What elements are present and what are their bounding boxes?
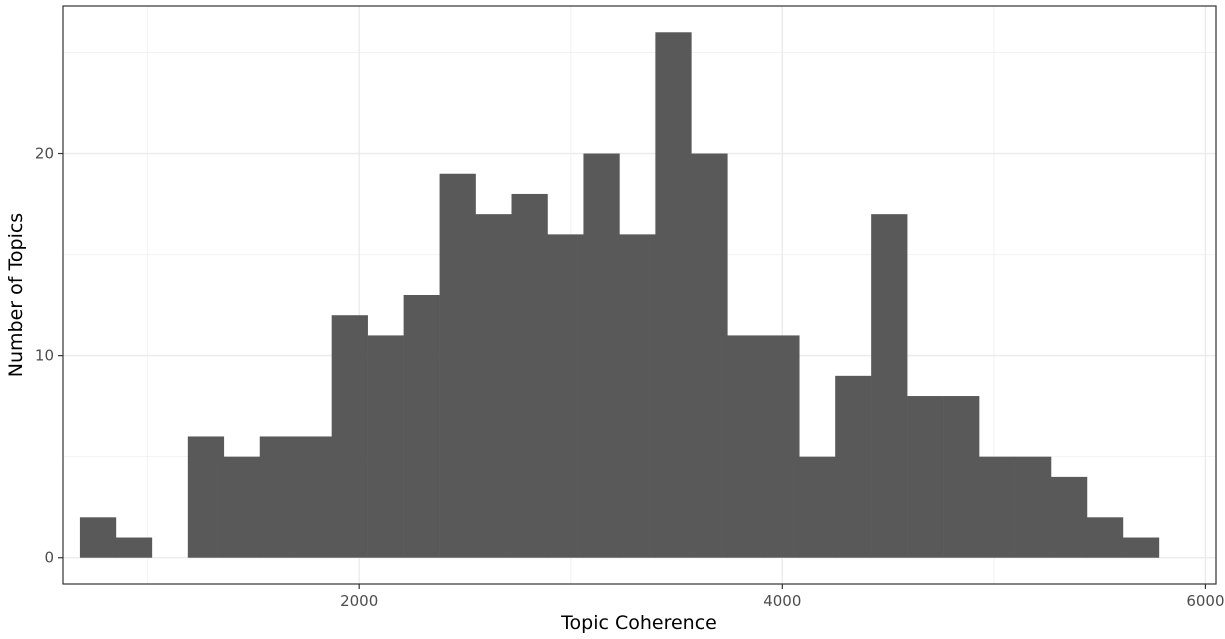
histogram-bar bbox=[871, 214, 908, 558]
histogram-bar bbox=[547, 234, 584, 558]
histogram-bar bbox=[979, 456, 1016, 558]
histogram-bar bbox=[799, 456, 836, 558]
histogram-bar bbox=[331, 315, 368, 558]
x-tick-label: 2000 bbox=[340, 592, 378, 610]
histogram-bar bbox=[619, 234, 656, 558]
histogram-bar bbox=[187, 436, 225, 558]
x-tick-label: 6000 bbox=[1186, 592, 1224, 610]
histogram-bar bbox=[403, 295, 440, 558]
histogram-bar bbox=[907, 396, 944, 558]
histogram-bar bbox=[1015, 456, 1052, 558]
histogram-bar bbox=[79, 517, 117, 558]
histogram-bar bbox=[835, 375, 872, 558]
histogram-bar bbox=[511, 193, 548, 558]
histogram-bar bbox=[367, 335, 404, 558]
histogram-bar bbox=[295, 436, 332, 558]
x-axis-ticks: 2000 4000 6000 bbox=[340, 584, 1225, 610]
histogram-bar bbox=[1050, 476, 1088, 558]
histogram-bar bbox=[1086, 517, 1124, 558]
panel-border bbox=[62, 5, 1217, 585]
histogram-bar bbox=[691, 153, 728, 558]
histogram-bar bbox=[115, 537, 153, 558]
histogram-bar bbox=[259, 436, 297, 558]
x-tick-label: 4000 bbox=[763, 592, 801, 610]
histogram-bar bbox=[655, 32, 692, 558]
y-tick-label: 0 bbox=[44, 549, 54, 567]
x-axis-title: Topic Coherence bbox=[560, 612, 717, 634]
histogram-bar bbox=[439, 173, 476, 558]
y-axis-title: Number of Topics bbox=[5, 213, 27, 377]
histogram-bar bbox=[727, 335, 764, 558]
histogram-bar bbox=[583, 153, 620, 558]
y-axis-ticks: 0 10 20 bbox=[35, 145, 63, 567]
histogram-bars bbox=[79, 32, 1160, 558]
y-tick-label: 10 bbox=[35, 347, 54, 365]
histogram-bar bbox=[223, 456, 261, 558]
histogram-bar bbox=[943, 396, 980, 558]
y-tick-label: 20 bbox=[35, 145, 54, 163]
histogram-bar bbox=[1122, 537, 1160, 558]
histogram-bar bbox=[475, 214, 512, 558]
histogram-bar bbox=[763, 335, 800, 558]
